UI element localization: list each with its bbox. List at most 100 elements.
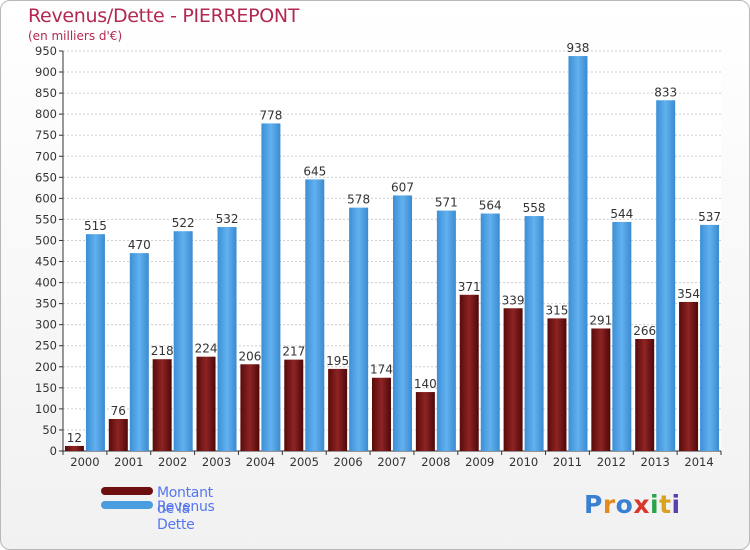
y-tick-label: 750: [35, 128, 57, 142]
data-label-dette: 266: [633, 324, 656, 338]
bar-dette: [284, 359, 304, 451]
plot-area: [63, 51, 721, 451]
x-tick-label: 2004: [246, 455, 275, 469]
bar-dette: [152, 359, 172, 451]
bar-dette: [64, 445, 84, 451]
data-label-dette: 371: [458, 280, 481, 294]
bar-dette: [108, 419, 128, 451]
x-tick-label: 2003: [202, 455, 231, 469]
y-tick-label: 800: [35, 107, 57, 121]
logo-letter: i: [671, 490, 681, 519]
bar-revenus: [612, 221, 632, 451]
bar-dette: [459, 294, 479, 451]
y-tick-label: 650: [35, 170, 57, 184]
data-label-dette: 140: [414, 377, 437, 391]
y-tick-label: 900: [35, 65, 57, 79]
y-tick-label: 400: [35, 276, 57, 290]
data-label-dette: 315: [546, 303, 569, 317]
legend-label-revenus: Revenus: [157, 499, 215, 515]
data-label-revenus: 470: [128, 238, 151, 252]
y-tick-label: 200: [35, 360, 57, 374]
y-tick-label: 50: [42, 423, 57, 437]
logo-letter: i: [650, 490, 660, 519]
data-label-revenus: 544: [610, 207, 633, 221]
bar-revenus: [480, 213, 500, 451]
bar-revenus: [436, 210, 456, 451]
bar-dette: [591, 328, 611, 451]
x-tick-label: 2011: [553, 455, 582, 469]
bar-revenus: [217, 227, 237, 451]
bar-revenus: [349, 207, 369, 451]
bar-dette: [635, 339, 655, 451]
bar-dette: [415, 392, 435, 451]
data-label-revenus: 778: [259, 108, 282, 122]
y-tick-label: 450: [35, 255, 57, 269]
x-tick-label: 2013: [641, 455, 670, 469]
bar-dette: [240, 364, 260, 451]
data-label-dette: 174: [370, 363, 393, 377]
data-label-dette: 224: [195, 342, 218, 356]
data-label-revenus: 833: [654, 85, 677, 99]
bar-dette: [372, 377, 391, 451]
proxiti-logo: Proxiti: [584, 490, 681, 519]
data-label-dette: 291: [589, 313, 612, 327]
x-tick-label: 2010: [509, 455, 538, 469]
x-tick-label: 2005: [290, 455, 319, 469]
bar-revenus: [173, 231, 193, 451]
data-label-dette: 217: [282, 345, 305, 359]
data-label-dette: 195: [326, 354, 349, 368]
data-label-dette: 76: [111, 404, 126, 418]
bar-revenus: [129, 253, 149, 451]
data-label-dette: 12: [67, 431, 82, 445]
x-tick-label: 2000: [70, 455, 99, 469]
data-label-revenus: 537: [698, 210, 721, 224]
y-tick-label: 150: [35, 381, 57, 395]
y-tick-label: 300: [35, 318, 57, 332]
bar-revenus: [568, 56, 588, 451]
bar-dette: [196, 356, 216, 451]
bar-revenus: [524, 216, 544, 451]
x-tick-label: 2001: [114, 455, 143, 469]
x-tick-label: 2002: [158, 455, 187, 469]
y-tick-label: 850: [35, 86, 57, 100]
legend-swatch-revenus: [101, 501, 153, 509]
data-label-revenus: 558: [523, 201, 546, 215]
data-label-revenus: 578: [347, 193, 370, 207]
logo-letter: o: [615, 490, 634, 519]
logo-letter: P: [584, 490, 603, 519]
bar-revenus: [656, 100, 676, 452]
chart-subtitle: (en milliers d'€): [28, 29, 123, 43]
data-label-revenus: 645: [303, 164, 326, 178]
bar-revenus: [700, 224, 720, 451]
x-tick-label: 2007: [377, 455, 406, 469]
data-label-revenus: 571: [435, 196, 458, 210]
logo-letter: t: [659, 490, 672, 519]
y-tick-label: 550: [35, 212, 57, 226]
data-label-dette: 354: [677, 287, 700, 301]
x-tick-label: 2006: [333, 455, 362, 469]
bar-revenus: [85, 234, 105, 451]
chart-title: Revenus/Dette - PIERREPONT: [28, 5, 300, 27]
y-tick-label: 600: [35, 191, 57, 205]
y-tick-label: 250: [35, 339, 57, 353]
data-label-dette: 218: [151, 344, 174, 358]
data-label-dette: 339: [502, 293, 525, 307]
bar-dette: [679, 301, 699, 451]
x-tick-label: 2014: [684, 455, 713, 469]
data-label-revenus: 564: [479, 199, 502, 213]
legend-label-dette: Montant de la Dette: [157, 485, 213, 533]
bar-revenus: [393, 195, 412, 451]
x-tick-label: 2008: [421, 455, 450, 469]
data-label-revenus: 607: [391, 180, 414, 194]
data-label-revenus: 522: [172, 216, 195, 230]
x-tick-label: 2009: [465, 455, 494, 469]
data-label-dette: 206: [238, 349, 261, 363]
legend-swatch-dette: [101, 487, 153, 495]
bar-revenus: [261, 123, 281, 451]
y-tick-label: 950: [35, 44, 57, 58]
bar-dette: [503, 308, 523, 451]
data-label-revenus: 532: [216, 212, 239, 226]
logo-letter: x: [633, 490, 650, 519]
